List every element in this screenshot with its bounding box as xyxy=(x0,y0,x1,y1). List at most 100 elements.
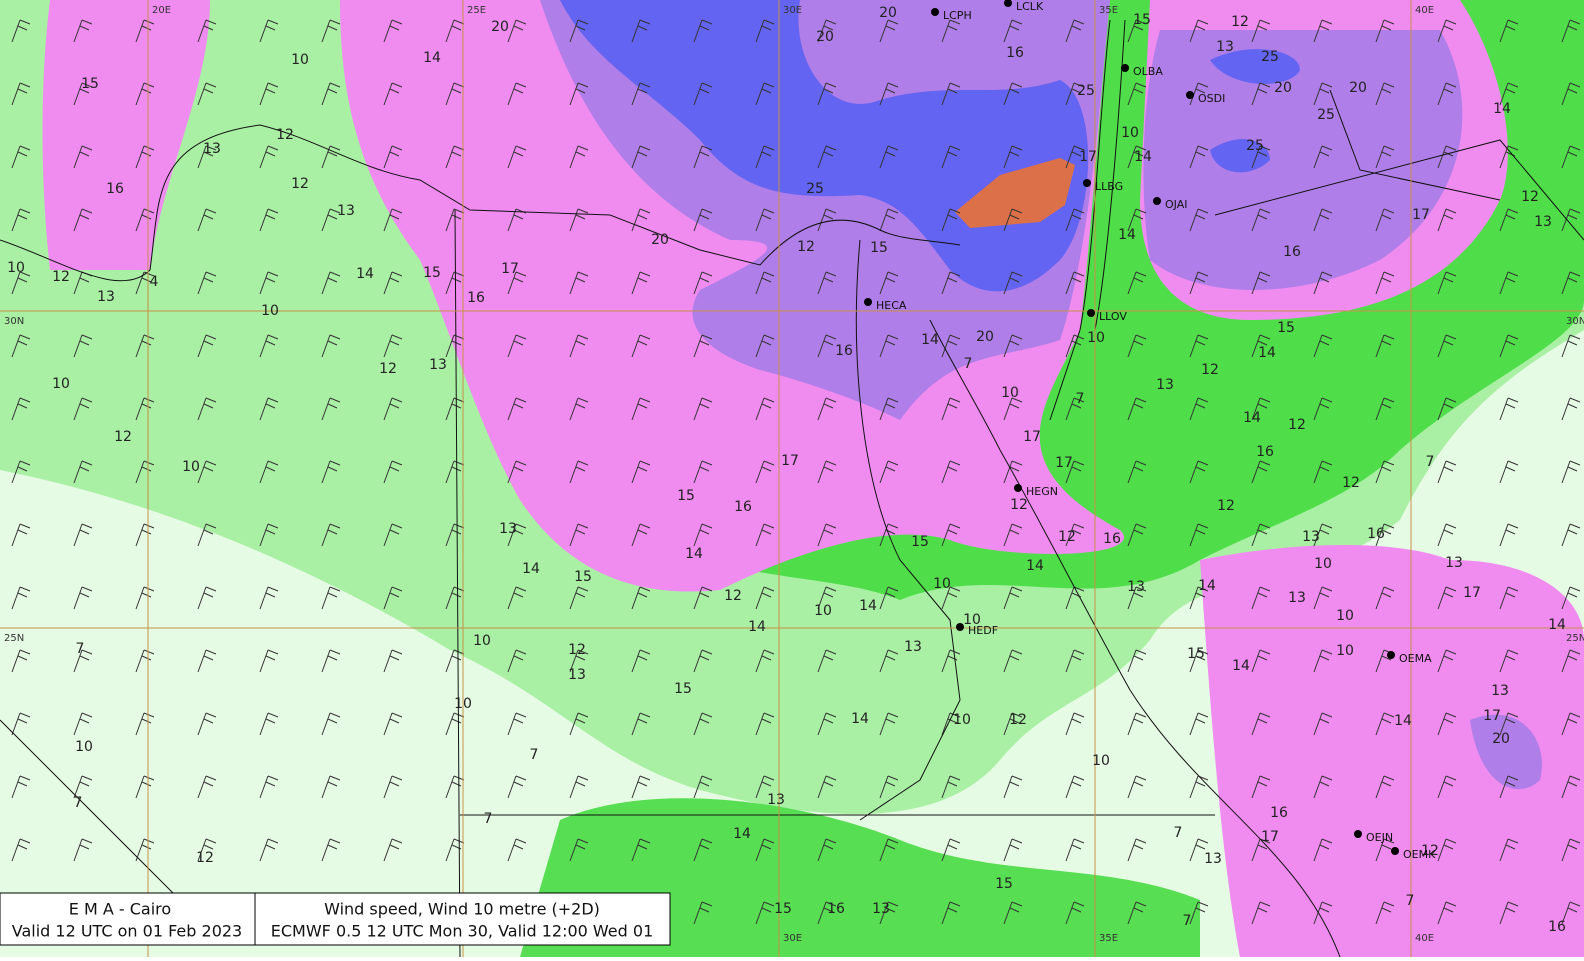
contour-label: 10 xyxy=(1092,753,1110,769)
contour-label: 10 xyxy=(261,303,279,319)
contour-label: 20 xyxy=(976,329,994,345)
contour-label: 10 xyxy=(473,633,491,649)
station-label: OSDI xyxy=(1198,92,1225,105)
contour-label: 13 xyxy=(429,357,447,373)
contour-label: 13 xyxy=(1156,377,1174,393)
contour-label: 20 xyxy=(1492,731,1510,747)
contour-label: 7 xyxy=(1174,825,1183,841)
contour-label: 14 xyxy=(1258,345,1276,361)
contour-label: 10 xyxy=(7,260,25,276)
footer-text: ECMWF 0.5 12 UTC Mon 30, Valid 12:00 Wed… xyxy=(271,922,654,941)
contour-label: 13 xyxy=(1534,214,1552,230)
contour-label: 14 xyxy=(522,561,540,577)
contour-label: 17 xyxy=(1483,708,1501,724)
station-dot xyxy=(931,8,939,16)
station-dot xyxy=(1014,484,1022,492)
station-dot xyxy=(1153,197,1161,205)
contour-label: 7 xyxy=(76,641,85,657)
contour-label: 13 xyxy=(1127,579,1145,595)
contour-label: 12 xyxy=(797,239,815,255)
latitude-label: 30N xyxy=(4,316,24,327)
contour-label: 15 xyxy=(81,76,99,92)
contour-label: 12 xyxy=(52,269,70,285)
station-label: HECA xyxy=(876,299,907,312)
contour-label: 12 xyxy=(1217,498,1235,514)
contour-label: 15 xyxy=(677,488,695,504)
footer-text: Valid 12 UTC on 01 Feb 2023 xyxy=(12,922,242,941)
contour-label: 14 xyxy=(859,598,877,614)
contour-label: 13 xyxy=(1302,529,1320,545)
contour-label: 7 xyxy=(1076,391,1085,407)
longitude-label: 40E xyxy=(1415,5,1434,16)
longitude-label: 40E xyxy=(1415,933,1434,944)
contour-label: 25 xyxy=(1317,107,1335,123)
contour-label: 10 xyxy=(1001,385,1019,401)
station-label: LCPH xyxy=(943,9,972,22)
contour-label: 10 xyxy=(814,603,832,619)
contour-label: 12 xyxy=(276,127,294,143)
contour-label: 12 xyxy=(1010,497,1028,513)
contour-label: 15 xyxy=(574,569,592,585)
contour-label: 20 xyxy=(816,29,834,45)
station-label: HEDF xyxy=(968,624,998,637)
contour-label: 17 xyxy=(781,453,799,469)
contour-label: 17 xyxy=(1055,455,1073,471)
contour-label: 12 xyxy=(1521,189,1539,205)
contour-label: 13 xyxy=(1491,683,1509,699)
contour-label: 13 xyxy=(767,792,785,808)
contour-label: 14 xyxy=(1026,558,1044,574)
contour-label: 10 xyxy=(75,739,93,755)
contour-label: 10 xyxy=(291,52,309,68)
contour-label: 13 xyxy=(568,667,586,683)
contour-label: 12 xyxy=(379,361,397,377)
contour-label: 20 xyxy=(879,5,897,21)
contour-label: 14 xyxy=(733,826,751,842)
contour-label: 15 xyxy=(674,681,692,697)
contour-label: 10 xyxy=(1336,608,1354,624)
contour-label: 12 xyxy=(1421,843,1439,859)
contour-label: 14 xyxy=(1134,149,1152,165)
contour-label: 13 xyxy=(1216,39,1234,55)
contour-label: 10 xyxy=(1121,125,1139,141)
contour-label: 13 xyxy=(337,203,355,219)
station-dot xyxy=(1121,64,1129,72)
contour-label: 13 xyxy=(1445,555,1463,571)
station-dot xyxy=(1087,309,1095,317)
contour-label: 14 xyxy=(748,619,766,635)
contour-label: 12 xyxy=(1231,14,1249,30)
contour-label: 12 xyxy=(1342,475,1360,491)
contour-label: 14 xyxy=(1232,658,1250,674)
contour-label: 12 xyxy=(568,642,586,658)
contour-label: 17 xyxy=(1079,149,1097,165)
contour-label: 16 xyxy=(827,901,845,917)
contour-label: 10 xyxy=(963,612,981,628)
contour-label: 14 xyxy=(1118,227,1136,243)
contour-label: 14 xyxy=(1243,410,1261,426)
latitude-label: 25N xyxy=(4,633,24,644)
contour-label: 15 xyxy=(774,901,792,917)
contour-label: 14 xyxy=(1548,617,1566,633)
longitude-label: 25E xyxy=(467,5,486,16)
contour-label: 15 xyxy=(1133,12,1151,28)
contour-label: 16 xyxy=(467,290,485,306)
contour-label: 13 xyxy=(872,901,890,917)
contour-label: 16 xyxy=(1367,526,1385,542)
longitude-label: 30E xyxy=(783,933,802,944)
contour-label: 10 xyxy=(52,376,70,392)
contour-label: 7 xyxy=(484,811,493,827)
contour-label: 14 xyxy=(1493,101,1511,117)
contour-label: 10 xyxy=(1336,643,1354,659)
contour-label: 15 xyxy=(995,876,1013,892)
station-label: LCLK xyxy=(1016,0,1044,13)
contour-label: 16 xyxy=(1270,805,1288,821)
contour-label: 10 xyxy=(182,459,200,475)
station-dot xyxy=(1391,847,1399,855)
contour-label: 25 xyxy=(1077,83,1095,99)
contour-label: 17 xyxy=(1463,585,1481,601)
latitude-label: 25N xyxy=(1566,633,1584,644)
contour-label: 16 xyxy=(1548,919,1566,935)
contour-label: 16 xyxy=(106,181,124,197)
station-label: LLBG xyxy=(1095,180,1123,193)
